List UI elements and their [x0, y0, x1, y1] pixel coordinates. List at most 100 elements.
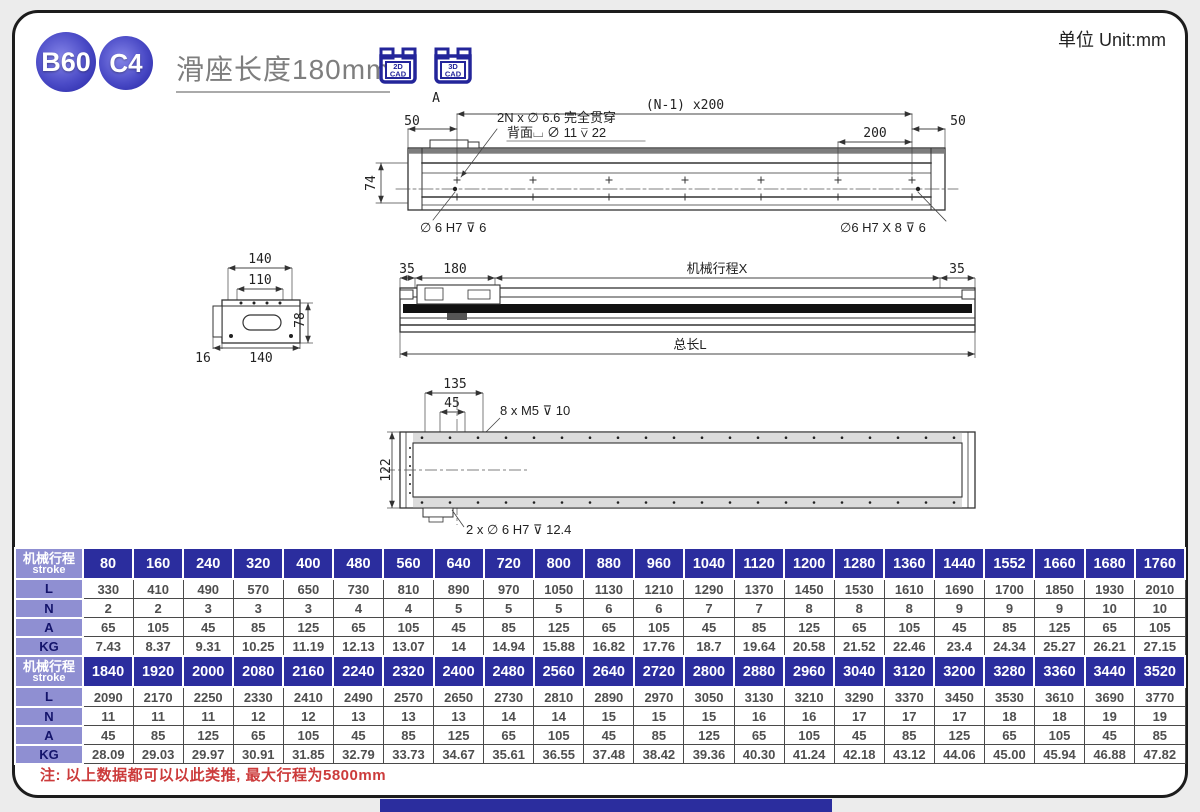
table-row: A 45 85 125 65 105 45 85 125 65 105 45 85 125 65 105 45 8… [14, 724, 1186, 746]
footer-bar [380, 799, 832, 812]
table-cell: 5 [433, 598, 485, 618]
table-cell: 41.24 [783, 744, 835, 764]
table-cell: 2490 [332, 686, 384, 707]
stroke-value-cell: 800 [532, 547, 585, 580]
dim-140-bottom: 140 [249, 351, 272, 366]
table-cell: 1050 [533, 578, 585, 599]
table-cell: 2650 [433, 686, 485, 707]
table-cell: 970 [483, 578, 535, 599]
tap-note: 8 x M5 ⊽ 10 [500, 403, 570, 418]
stroke-value-cell: 3360 [1033, 655, 1086, 688]
table-cell: 9 [1033, 598, 1086, 618]
stroke-table: 机械行程 stroke 80 160 240 320 400 480 560 640 720 800 8… [14, 547, 1187, 765]
dim-74: 74 [364, 175, 379, 191]
table-cell: 14.94 [483, 636, 535, 657]
table-cell: 1850 [1033, 578, 1086, 599]
table-cell: 15 [633, 706, 685, 726]
table-cell: 13 [382, 706, 435, 726]
stroke-row-header: 机械行程 stroke [14, 547, 84, 580]
stroke-value-cell: 400 [282, 547, 335, 580]
table-cell: 45 [833, 725, 885, 745]
table-cell: 6 [583, 598, 635, 618]
table-cell: 490 [182, 578, 234, 599]
dim-50-right: 50 [950, 114, 966, 129]
stroke-value-cell: 960 [632, 547, 685, 580]
table-cell: 32.79 [332, 744, 384, 764]
table-cell: 11 [82, 706, 134, 726]
stroke-value-cell: 320 [232, 547, 285, 580]
dim-16: 16 [195, 351, 211, 366]
table-cell: 38.42 [633, 744, 685, 764]
table-cell: 13 [433, 706, 485, 726]
table-cell: 3 [182, 598, 234, 618]
table-cell: 28.09 [82, 744, 134, 764]
table-cell: 14 [483, 706, 535, 726]
table-cell: 3450 [933, 686, 985, 707]
table-cell: 1930 [1084, 578, 1136, 599]
table-cell: 65 [483, 725, 535, 745]
table-cell: 2 [82, 598, 134, 618]
table-cell: 19.64 [733, 636, 785, 657]
hole-note-line1: 2N x ∅ 6.6 完全贯穿 [497, 110, 616, 125]
table-cell: 85 [983, 617, 1035, 637]
table-cell: 125 [783, 617, 835, 637]
table-cell: 125 [282, 617, 334, 637]
hole-marks-lower [453, 193, 916, 201]
table-cell: 17 [883, 706, 935, 726]
stroke-value-cell: 1840 [81, 655, 135, 688]
dim-200: 200 [863, 126, 886, 141]
table-cell: 85 [1134, 725, 1186, 745]
table-cell: 45 [583, 725, 635, 745]
cad-2d-icon[interactable]: 2D CAD [377, 44, 419, 86]
table-cell: 3610 [1033, 686, 1086, 707]
cad-3d-icon[interactable]: 3D CAD [432, 44, 474, 86]
table-cell: 17.76 [633, 636, 685, 657]
table-cell: 42.18 [833, 744, 885, 764]
table-cell: 85 [633, 725, 685, 745]
stroke-value-cell: 2480 [482, 655, 535, 688]
top-view-drawing: (N-1) x200 A 50 50 200 2N x ∅ 6.6 完全贯穿 背… [364, 91, 966, 235]
table-cell: 45 [332, 725, 384, 745]
stroke-value-cell: 1040 [682, 547, 736, 580]
model-badge: B60 [36, 32, 96, 92]
table-cell: 26.21 [1084, 636, 1136, 657]
row-label-cell: KG [14, 635, 84, 657]
table-cell: 1690 [933, 578, 985, 599]
table-cell: 2570 [382, 686, 435, 707]
table-cell: 16 [733, 706, 785, 726]
table-cell: 45 [433, 617, 485, 637]
pin-note-left: ∅ 6 H7 ⊽ 6 [420, 220, 486, 235]
table-cell: 2890 [583, 686, 635, 707]
stroke-value-cell: 1360 [883, 547, 936, 580]
table-cell: 47.82 [1134, 744, 1186, 764]
table-cell: 7 [683, 598, 735, 618]
table-cell: 8 [783, 598, 835, 618]
table-cell: 22.46 [883, 636, 935, 657]
table-cell: 65 [232, 725, 284, 745]
table-cell: 890 [433, 578, 485, 599]
stroke-value-cell: 2160 [282, 655, 335, 688]
stroke-table-wrap: 机械行程 stroke 80 160 240 320 400 480 560 640 720 800 8… [14, 547, 1187, 765]
stroke-value-cell: 1552 [983, 547, 1036, 580]
stroke-value-cell: 1680 [1083, 547, 1136, 580]
table-cell: 3770 [1134, 686, 1186, 707]
table-cell: 31.85 [282, 744, 334, 764]
table-cell: 17 [933, 706, 985, 726]
table-cell: 40.30 [733, 744, 785, 764]
total-length-label: 总长L [673, 337, 706, 352]
table-cell: 27.15 [1134, 636, 1186, 657]
table-cell: 3690 [1084, 686, 1136, 707]
stroke-header-row: 机械行程 stroke 1840 1920 2000 2080 2160 2240 2320 24… [14, 655, 1187, 688]
stroke-table-body: 机械行程 stroke 80 160 240 320 400 480 560 640 720 800 8… [14, 547, 1187, 765]
table-cell: 12 [232, 706, 284, 726]
table-cell: 16.82 [583, 636, 635, 657]
table-cell: 18.7 [683, 636, 735, 657]
table-row: KG 28.09 29.03 29.97 30.91 31.85 32.79 33.73 34.… [14, 743, 1186, 765]
side-view-drawing: 35 180 机械行程X 35 总长L [399, 261, 976, 358]
stroke-value-cell: 80 [81, 547, 135, 580]
table-cell: 1370 [733, 578, 785, 599]
dim-140-top: 140 [248, 252, 271, 267]
stroke-value-cell: 3280 [983, 655, 1036, 688]
table-cell: 1700 [983, 578, 1035, 599]
dim-78: 78 [293, 312, 308, 328]
